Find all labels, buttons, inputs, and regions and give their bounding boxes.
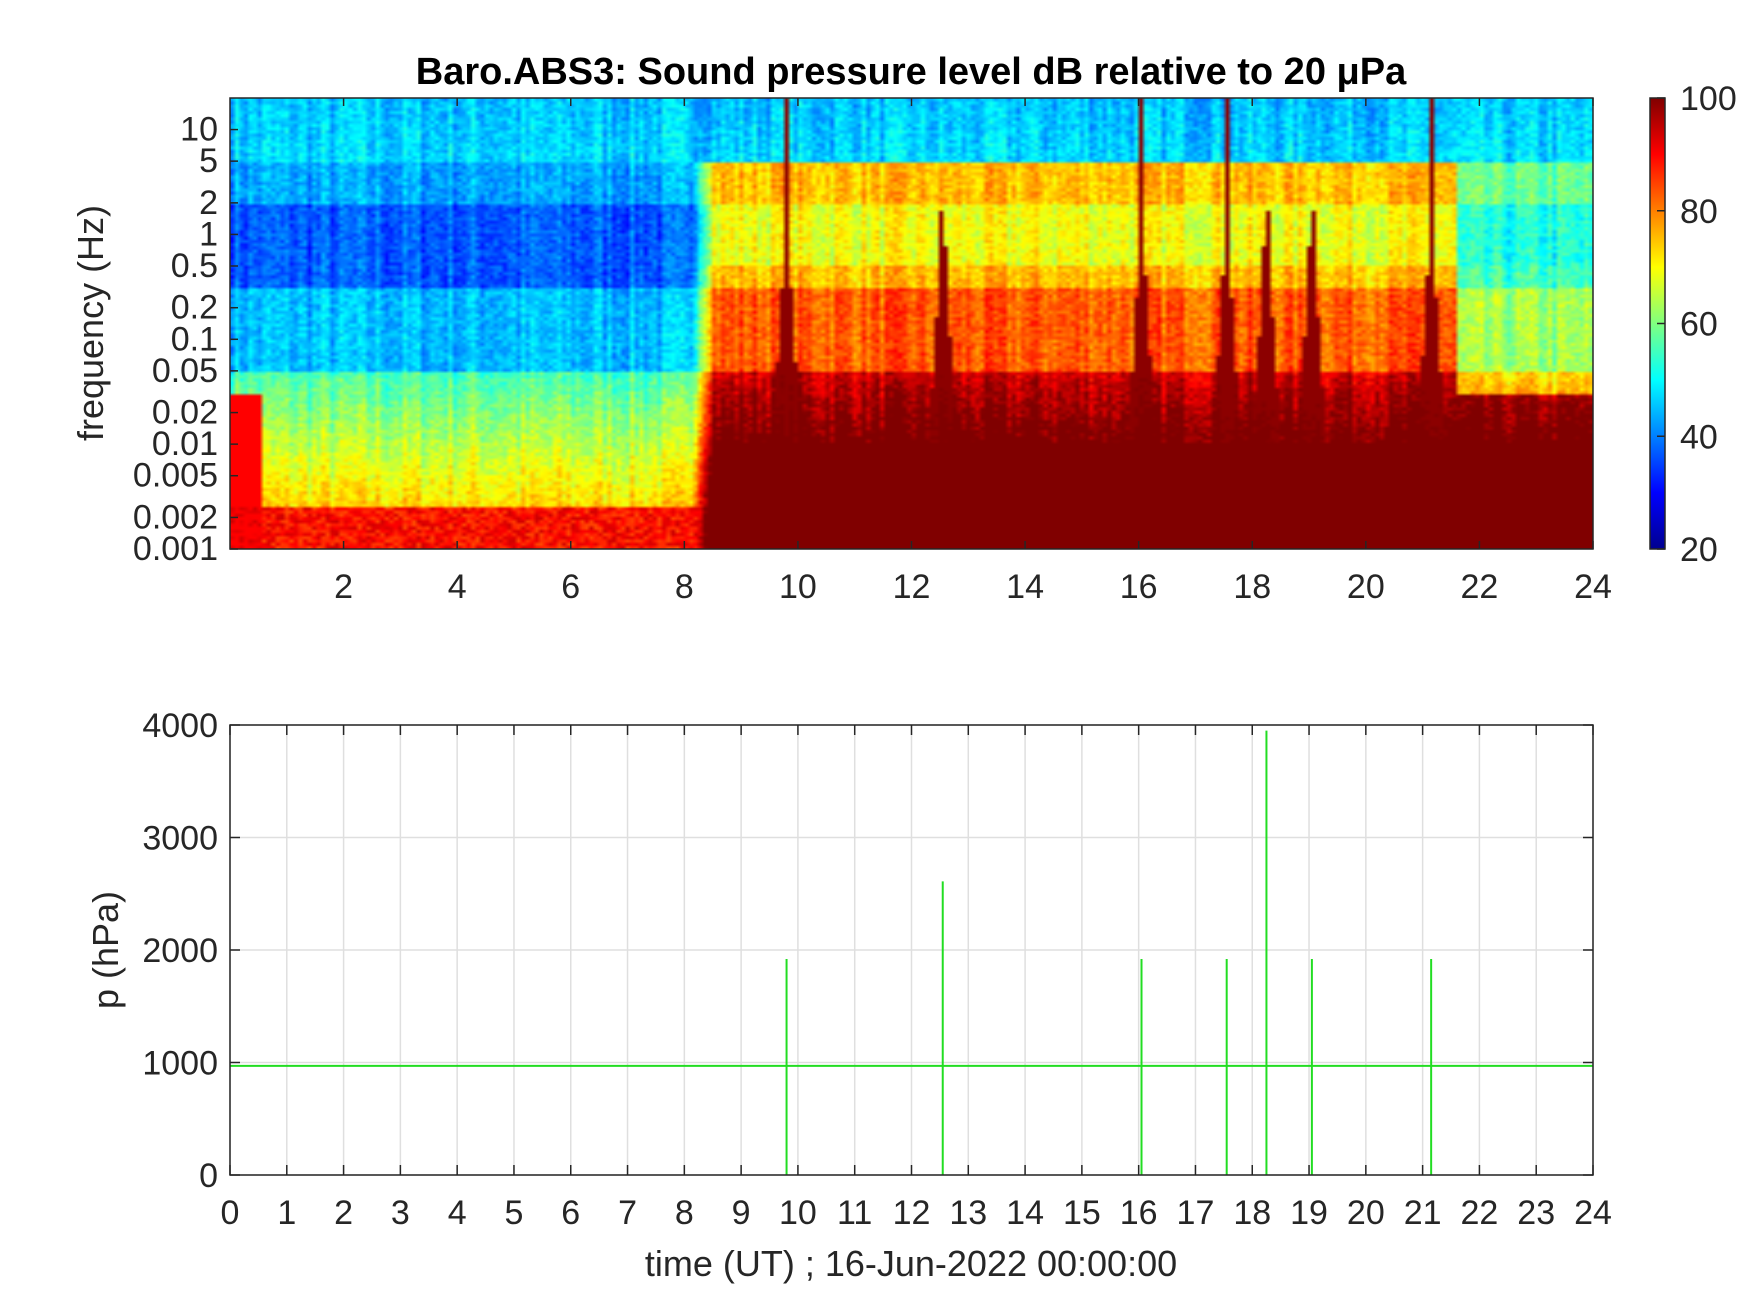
pressure-x-tick-label: 16 <box>1120 1194 1158 1232</box>
spectrogram-y-tick-label: 0.01 <box>152 425 218 463</box>
spectrogram-y-tick-label: 0.05 <box>152 352 218 390</box>
pressure-y-label: p (hPa) <box>85 891 126 1009</box>
pressure-x-tick-label: 22 <box>1461 1194 1499 1232</box>
pressure-x-tick-label: 19 <box>1290 1194 1328 1232</box>
pressure-x-tick-label: 12 <box>893 1194 931 1232</box>
pressure-x-tick-label: 3 <box>391 1194 410 1232</box>
pressure-x-tick-label: 14 <box>1006 1194 1044 1232</box>
spectrogram-y-tick-label: 0.5 <box>171 247 218 285</box>
colorbar-tick-label: 100 <box>1680 80 1737 118</box>
spectrogram-y-tick-label: 0.002 <box>133 498 218 536</box>
spectrogram-y-tick-label: 0.001 <box>133 530 218 568</box>
spectrogram-image <box>230 98 1593 549</box>
pressure-x-tick-label: 13 <box>949 1194 987 1232</box>
spectrogram-y-tick-label: 0.2 <box>171 289 218 327</box>
spectrogram-x-tick-label: 6 <box>561 568 580 606</box>
spectrogram-y-label: frequency (Hz) <box>70 205 111 441</box>
spectrogram-x-tick-label: 14 <box>1006 568 1044 606</box>
spectrogram-x-tick-label: 2 <box>334 568 353 606</box>
spectrogram-x-tick-label: 20 <box>1347 568 1385 606</box>
spectrogram-y-tick-label: 10 <box>180 111 218 149</box>
pressure-x-tick-label: 18 <box>1233 1194 1271 1232</box>
pressure-x-tick-label: 7 <box>618 1194 637 1232</box>
pressure-y-tick-label: 2000 <box>142 932 218 970</box>
pressure-x-tick-label: 4 <box>448 1194 467 1232</box>
pressure-x-tick-label: 1 <box>277 1194 296 1232</box>
pressure-y-tick-label: 4000 <box>142 707 218 745</box>
pressure-x-tick-label: 20 <box>1347 1194 1385 1232</box>
pressure-x-tick-label: 24 <box>1574 1194 1612 1232</box>
colorbar-tick-label: 40 <box>1680 418 1718 456</box>
pressure-x-tick-label: 15 <box>1063 1194 1101 1232</box>
spectrogram-cells <box>230 98 1593 549</box>
pressure-x-tick-label: 0 <box>221 1194 240 1232</box>
spectrogram-x-tick-label: 4 <box>448 568 467 606</box>
spectrogram-x-axis: 2 4 6 8 10 12 14 16 18 20 22 24 <box>334 98 1612 606</box>
spectrogram-y-tick-label: 5 <box>199 142 218 180</box>
pressure-x-tick-label: 6 <box>561 1194 580 1232</box>
pressure-y-axis: 0 1000 2000 3000 4000 <box>142 707 1593 1195</box>
pressure-x-axis: 0 1 2 3 4 5 6 7 8 9 10 11 12 13 14 15 16 17 18 19 20 21 22 23 24 <box>221 725 1612 1232</box>
spectrogram-x-tick-label: 18 <box>1233 568 1271 606</box>
spectrogram-y-tick-label: 0.02 <box>152 394 218 432</box>
colorbar-axis: 20 40 60 80 100 <box>1657 80 1737 569</box>
pressure-x-tick-label: 5 <box>504 1194 523 1232</box>
pressure-x-tick-label: 10 <box>779 1194 817 1232</box>
spectrogram-y-tick-label: 1 <box>199 215 218 253</box>
spectrogram-y-tick-label: 0.005 <box>133 457 218 495</box>
pressure-x-tick-label: 17 <box>1177 1194 1215 1232</box>
colorbar-tick-label: 20 <box>1680 531 1718 569</box>
pressure-y-tick-label: 0 <box>199 1157 218 1195</box>
spectrogram-x-tick-label: 24 <box>1574 568 1612 606</box>
spectrogram-x-tick-label: 22 <box>1461 568 1499 606</box>
pressure-x-tick-label: 8 <box>675 1194 694 1232</box>
pressure-x-tick-label: 9 <box>732 1194 751 1232</box>
spectrogram-y-tick-label: 0.1 <box>171 320 218 358</box>
colorbar-tick-label: 60 <box>1680 306 1718 344</box>
pressure-x-tick-label: 2 <box>334 1194 353 1232</box>
spectrogram-x-tick-label: 12 <box>893 568 931 606</box>
colorbar-tick-label: 80 <box>1680 193 1718 231</box>
spectrogram-title: Baro.ABS3: Sound pressure level dB relat… <box>416 51 1407 93</box>
pressure-x-tick-label: 23 <box>1517 1194 1555 1232</box>
pressure-x-tick-label: 11 <box>837 1194 872 1232</box>
spectrogram-x-tick-label: 8 <box>675 568 694 606</box>
pressure-y-tick-label: 1000 <box>142 1045 218 1083</box>
pressure-y-tick-label: 3000 <box>142 820 218 858</box>
pressure-x-label: time (UT) ; 16-Jun-2022 00:00:00 <box>645 1243 1177 1284</box>
spectrogram-y-tick-label: 2 <box>199 184 218 222</box>
spectrogram-x-tick-label: 10 <box>779 568 817 606</box>
spectrogram-x-tick-label: 16 <box>1120 568 1158 606</box>
pressure-series <box>230 730 1593 1175</box>
pressure-x-tick-label: 21 <box>1404 1194 1442 1232</box>
